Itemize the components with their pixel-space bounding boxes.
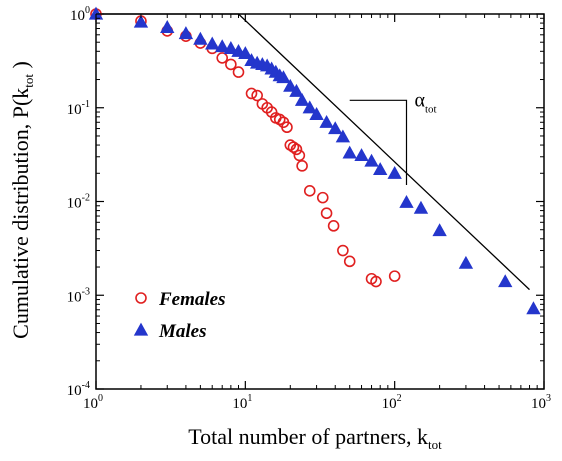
- data-point-males: [215, 39, 230, 53]
- x-tick-label: 100: [83, 393, 103, 412]
- data-point-females: [388, 270, 401, 282]
- x-tick-label-exp: 0: [98, 393, 103, 404]
- data-point-males: [354, 148, 369, 162]
- data-point-males: [178, 26, 194, 40]
- y-tick-label: 100: [70, 5, 90, 24]
- y-tick-label: 10-3: [67, 286, 90, 305]
- legend-label-males: Males: [158, 321, 207, 342]
- data-point-males: [283, 78, 298, 92]
- data-point-males: [133, 14, 149, 28]
- data-point-females: [287, 141, 300, 153]
- data-point-males: [289, 83, 304, 97]
- data-point-males: [342, 145, 357, 159]
- y-tick-label-base: 10: [67, 383, 82, 399]
- data-point-males: [302, 100, 317, 114]
- data-point-females: [370, 275, 382, 288]
- slope-label-subscript: tot: [425, 103, 437, 115]
- data-point-males: [399, 194, 414, 208]
- fit-layer: [96, 13, 530, 291]
- x-tick-label-base: 10: [531, 396, 546, 412]
- data-point-females: [293, 149, 306, 162]
- slope-indicator: [349, 99, 408, 185]
- y-tick-label-base: 10: [67, 196, 82, 212]
- data-point-females: [281, 121, 293, 134]
- data-point-males: [432, 223, 447, 237]
- legend-marker-males: [133, 322, 149, 336]
- data-point-males: [276, 70, 291, 84]
- x-tick-label-exp: 1: [247, 393, 252, 404]
- x-tick-label-base: 10: [382, 396, 397, 412]
- y-tick-label-exp: -2: [82, 193, 90, 204]
- data-point-females: [337, 244, 349, 257]
- data-point-females: [320, 207, 333, 220]
- power-law-fit-line: [96, 13, 530, 291]
- x-tick-label-exp: 3: [546, 393, 551, 404]
- data-point-females: [327, 220, 340, 232]
- x-axis-title: Total number of partners, ktot: [188, 424, 442, 452]
- x-tick-label-exp: 2: [397, 393, 402, 404]
- y-tick-label: 10-2: [67, 193, 90, 212]
- data-point-males: [223, 41, 239, 54]
- series-males: [88, 6, 541, 315]
- x-tick-label: 101: [232, 393, 252, 412]
- data-point-females: [225, 58, 237, 71]
- data-point-males: [364, 153, 379, 167]
- data-point-females: [232, 66, 245, 78]
- data-point-females: [303, 185, 316, 197]
- data-point-males: [373, 162, 388, 175]
- data-point-males: [498, 274, 513, 288]
- x-tick-label-base: 10: [232, 396, 247, 412]
- x-tick-label: 103: [531, 393, 551, 412]
- legend-item-females: Females: [135, 289, 226, 310]
- data-point-males: [387, 165, 402, 179]
- legend: Females Males: [133, 289, 226, 342]
- x-axis-title-subscript: tot: [428, 437, 442, 452]
- data-point-females: [343, 255, 356, 268]
- data-point-males: [319, 114, 334, 128]
- data-point-males: [309, 107, 324, 120]
- data-point-males: [526, 301, 541, 315]
- y-tick-label-exp: -3: [82, 286, 90, 297]
- legend-item-males: Males: [133, 321, 207, 342]
- x-tick-label: 102: [382, 393, 402, 412]
- y-tick-label-exp: -1: [82, 99, 90, 110]
- data-point-females: [251, 89, 263, 102]
- data-point-males: [458, 255, 474, 269]
- data-point-males: [294, 93, 310, 106]
- x-tick-label-base: 10: [83, 396, 98, 412]
- y-axis-title-subscript: tot: [21, 74, 36, 88]
- y-tick-label-base: 10: [67, 102, 82, 118]
- y-tick-label-exp: -4: [82, 380, 90, 391]
- data-point-females: [216, 52, 229, 64]
- y-tick-label-exp: 0: [85, 5, 90, 16]
- data-point-males: [160, 20, 175, 33]
- y-axis-title: Cumulative distribution, P(ktot ): [8, 61, 36, 339]
- data-point-females: [245, 87, 258, 100]
- points-layer: [88, 6, 541, 315]
- data-point-females: [296, 160, 308, 172]
- data-point-males: [335, 129, 351, 143]
- data-point-females: [290, 143, 303, 156]
- slope-label-symbol: α: [414, 89, 425, 111]
- data-point-males: [193, 31, 208, 45]
- data-point-females: [316, 191, 329, 204]
- data-point-males: [205, 36, 220, 50]
- y-tick-label-base: 10: [70, 8, 85, 24]
- legend-marker-females: [135, 292, 147, 304]
- annotation-layer: αtot: [349, 89, 437, 185]
- y-tick-label: 10-1: [67, 99, 90, 118]
- y-tick-label: 10-4: [67, 380, 90, 399]
- data-point-males: [413, 200, 429, 214]
- y-tick-label-base: 10: [67, 289, 82, 305]
- legend-label-females: Females: [158, 289, 226, 310]
- data-point-males: [238, 46, 253, 59]
- y-axis-title-close: ): [8, 61, 33, 74]
- x-axis-title-text: Total number of partners, k: [188, 424, 428, 449]
- y-axis-title-text: Cumulative distribution, P(k: [8, 88, 33, 339]
- slope-label: αtot: [414, 89, 436, 115]
- data-point-males: [328, 121, 343, 135]
